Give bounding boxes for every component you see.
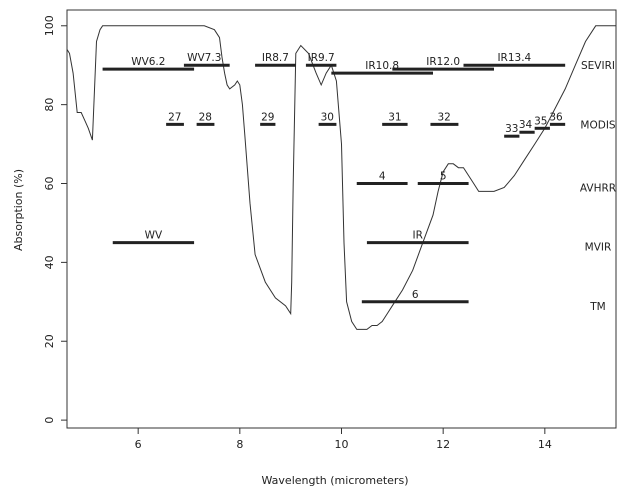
x-tick-label: 14	[538, 438, 552, 451]
band-label: 29	[261, 111, 274, 123]
band-label: 4	[379, 171, 386, 183]
band-label: 6	[412, 289, 419, 301]
band-label: 33	[505, 123, 518, 135]
band-label: 27	[168, 111, 181, 123]
band-label: 31	[388, 111, 401, 123]
sensor-group: SEVIRI MODIS AVHRR MVIR TM	[580, 60, 616, 313]
axis-group: 6 8 10 12 14 0 20 40 60 80 100	[43, 15, 552, 451]
band-label: 36	[549, 111, 563, 123]
sensor-label: MODIS	[580, 119, 616, 131]
absorption-curve	[66, 25, 616, 330]
y-tick-label: 0	[43, 417, 56, 424]
band-label: 28	[199, 111, 212, 123]
x-tick-label: 8	[236, 438, 243, 451]
sensor-label: TM	[589, 301, 605, 313]
band-group: WV6.2 WV7.3 IR8.7 IR9.7 IR10.8 IR12.0 IR13.4 27…	[102, 52, 566, 304]
band-label: IR8.7	[262, 52, 289, 64]
sensor-label: SEVIRI	[581, 60, 615, 72]
y-tick-label: 40	[43, 255, 56, 269]
y-tick-label: 60	[43, 177, 56, 191]
band-label: IR9.7	[308, 52, 335, 64]
curve-group	[66, 25, 616, 330]
sensor-label: AVHRR	[580, 182, 616, 194]
band-label: 34	[519, 119, 533, 131]
band-label: WV6.2	[131, 56, 165, 68]
band-label: WV	[145, 230, 163, 242]
y-tick-label: 20	[43, 334, 56, 348]
x-axis-title: Wavelength (micrometers)	[262, 474, 409, 487]
band-label: 30	[321, 111, 334, 123]
x-tick-label: 6	[135, 438, 142, 451]
band-label: IR13.4	[497, 52, 531, 64]
band-label: 32	[437, 111, 450, 123]
band-label: WV7.3	[187, 52, 221, 64]
band-label: IR12.0	[426, 56, 460, 68]
y-tick-label: 80	[43, 98, 56, 112]
band-label: IR10.8	[365, 60, 399, 72]
y-axis-title: Absorption (%)	[12, 169, 25, 251]
band-label: 5	[440, 171, 447, 183]
x-tick-label: 10	[335, 438, 349, 451]
sensor-label: MVIR	[585, 242, 612, 254]
band-label: 35	[534, 115, 547, 127]
band-label: IR	[413, 230, 423, 242]
x-tick-label: 12	[436, 438, 450, 451]
y-tick-label: 100	[43, 15, 56, 36]
